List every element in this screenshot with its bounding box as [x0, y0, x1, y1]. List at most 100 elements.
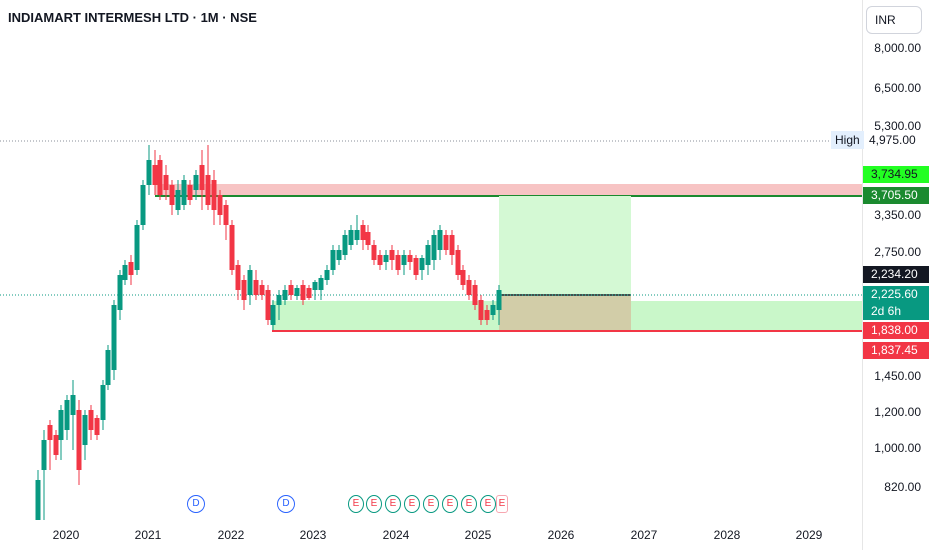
candle-body — [100, 385, 106, 420]
candle-body — [324, 270, 330, 280]
target-badge: 3,705.50 — [863, 187, 929, 204]
earnings-marker[interactable]: E — [404, 495, 420, 513]
earnings-marker[interactable]: E — [423, 495, 439, 513]
stop-low-badge: 1,837.45 — [863, 342, 929, 359]
time-tick: 2020 — [52, 528, 80, 542]
symbol-title[interactable]: INDIAMART INTERMESH LTD · 1M · NSE — [8, 10, 257, 25]
candle-body — [205, 175, 211, 205]
candle-body — [217, 195, 223, 215]
candle-body — [117, 275, 123, 310]
loss-zone — [499, 296, 631, 331]
candle-body — [389, 250, 395, 260]
currency-button[interactable]: INR — [866, 6, 922, 34]
candle-body — [306, 288, 312, 298]
candle-body — [455, 250, 461, 275]
price-tick: 5,300.00 — [874, 119, 921, 133]
price-tick: 3,350.00 — [874, 208, 921, 222]
candle-body — [460, 270, 466, 285]
price-tick: 1,200.00 — [874, 405, 921, 419]
candle-body — [276, 295, 282, 305]
time-tick: 2028 — [713, 528, 741, 542]
candle-body — [146, 160, 152, 185]
candle-body — [383, 255, 389, 262]
price-tick: 8,000.00 — [874, 41, 921, 55]
dividend-marker[interactable]: D — [277, 495, 295, 513]
candle-body — [478, 300, 484, 320]
candle-body — [47, 425, 53, 440]
candle-body — [425, 245, 431, 265]
earnings-marker[interactable]: E — [442, 495, 458, 513]
candle-body — [490, 305, 496, 315]
candle-body — [199, 165, 205, 190]
time-tick: 2027 — [630, 528, 658, 542]
candle-body — [76, 410, 82, 470]
earnings-marker[interactable]: E — [366, 495, 382, 513]
candle-body — [94, 418, 100, 435]
candle-body — [401, 255, 407, 265]
last-close-badge: 2,234.20 — [863, 266, 929, 283]
candle-body — [360, 225, 366, 240]
candle-body — [64, 400, 70, 430]
earnings-marker[interactable]: E — [461, 495, 477, 513]
candle-body — [449, 235, 455, 255]
candle-body — [241, 280, 247, 300]
candle-body — [253, 280, 259, 295]
candle-body — [128, 262, 134, 275]
candle-body — [35, 480, 41, 520]
time-tick: 2021 — [134, 528, 162, 542]
candle-body — [300, 285, 306, 300]
target-top-badge: 3,734.95 — [863, 166, 929, 183]
time-tick: 2025 — [464, 528, 492, 542]
candle-body — [58, 410, 64, 440]
candle-body — [53, 435, 59, 455]
candle-body — [235, 265, 241, 290]
candle-body — [437, 230, 443, 250]
candle-body — [288, 285, 294, 295]
candle-body — [70, 395, 76, 415]
candle-body — [265, 290, 271, 320]
candle-body — [134, 225, 140, 270]
time-tick: 2022 — [217, 528, 245, 542]
candle-body — [342, 235, 348, 255]
profit-zone — [499, 196, 631, 296]
candle-body — [395, 255, 401, 270]
candle-body — [175, 190, 181, 210]
candle-body — [259, 285, 265, 295]
candle-body — [413, 258, 419, 275]
high-label: High — [831, 131, 864, 149]
candle-body — [105, 350, 111, 385]
time-tick: 2029 — [795, 528, 823, 542]
candle-body — [152, 165, 158, 185]
stop-badge: 1,838.00 — [863, 322, 929, 339]
earnings-marker[interactable]: E — [348, 495, 364, 513]
candle-body — [223, 205, 229, 225]
time-tick: 2023 — [299, 528, 327, 542]
candle-body — [193, 175, 199, 190]
candle-body — [41, 440, 47, 470]
candle-body — [169, 185, 175, 205]
candle-body — [330, 250, 336, 270]
high-value: 4,975.00 — [869, 133, 916, 147]
earnings-marker-upcoming[interactable]: E — [496, 495, 508, 513]
candle-body — [140, 185, 146, 225]
candle-body — [88, 410, 94, 430]
candle-body — [354, 230, 360, 240]
price-chart[interactable] — [0, 0, 862, 550]
candle-body — [282, 290, 288, 300]
chart-area[interactable] — [0, 0, 862, 550]
candle-body — [419, 258, 425, 270]
resistance-zone — [155, 184, 862, 196]
candle-body — [294, 288, 300, 296]
candle-body — [377, 255, 383, 265]
price-tick: 1,000.00 — [874, 441, 921, 455]
candle-body — [484, 310, 490, 320]
candle-body — [348, 230, 354, 245]
candle-body — [431, 235, 437, 260]
earnings-marker[interactable]: E — [385, 495, 401, 513]
earnings-marker[interactable]: E — [480, 495, 496, 513]
candle-body — [270, 305, 276, 325]
time-tick: 2026 — [547, 528, 575, 542]
dividend-marker[interactable]: D — [187, 495, 205, 513]
candle-body — [163, 175, 169, 190]
candle-body — [312, 282, 318, 290]
